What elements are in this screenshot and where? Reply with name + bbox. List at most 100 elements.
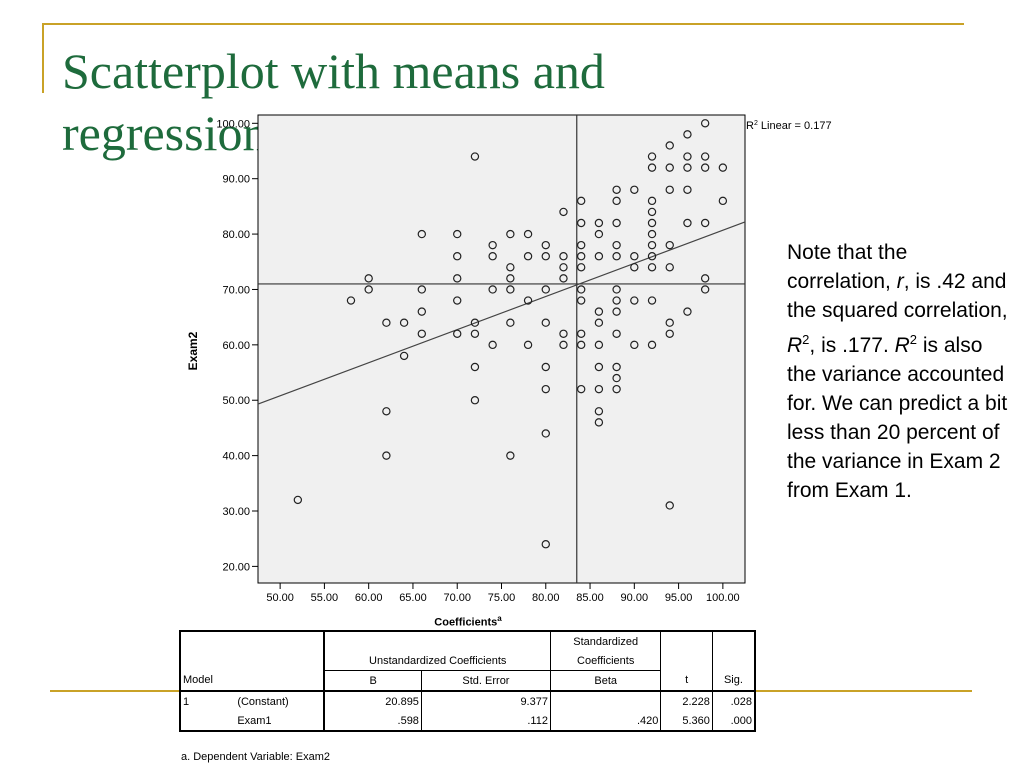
x-tick-label: 50.00 bbox=[266, 592, 294, 604]
coefficients-caption-text: Coefficients bbox=[434, 616, 498, 629]
data-point bbox=[523, 252, 533, 261]
note-r-symbol: r bbox=[896, 270, 904, 293]
data-point bbox=[559, 263, 568, 272]
data-point bbox=[576, 285, 586, 294]
data-point bbox=[647, 196, 657, 206]
y-tick-label: 100.00 bbox=[216, 118, 250, 130]
data-point bbox=[453, 329, 462, 338]
note-part-4: is also the variance accounted for. We c… bbox=[787, 334, 1008, 502]
data-point bbox=[453, 274, 462, 283]
cell-model: 1 bbox=[178, 691, 236, 711]
data-point bbox=[665, 318, 674, 327]
x-axis: 50.00 55.00 60.00 65.00 70.00 75.00 80.00 85.00… bbox=[266, 583, 740, 604]
data-point bbox=[541, 429, 550, 438]
data-point bbox=[647, 163, 657, 172]
table-footnote: a. Dependent Variable: Exam2 bbox=[181, 751, 330, 763]
data-point bbox=[700, 274, 710, 283]
header-model: Model bbox=[178, 670, 236, 692]
data-point bbox=[576, 252, 586, 261]
data-point bbox=[488, 240, 497, 250]
data-point bbox=[364, 274, 373, 283]
cell-t: 5.360 bbox=[660, 711, 713, 732]
data-point bbox=[417, 285, 427, 294]
data-point bbox=[683, 307, 692, 316]
x-tick-label: 60.00 bbox=[355, 592, 383, 604]
y-axis: 20.00 30.00 40.00 50.00 60.00 70.00 80.00 90.00… bbox=[216, 118, 258, 573]
data-point bbox=[683, 163, 692, 172]
data-point bbox=[700, 119, 710, 128]
data-point bbox=[612, 373, 621, 383]
header-standardized: Standardized bbox=[549, 630, 661, 651]
data-point bbox=[647, 152, 657, 161]
header-cell-empty bbox=[323, 630, 551, 651]
frame-left-line bbox=[42, 23, 44, 93]
cell-model bbox=[178, 711, 236, 732]
data-point bbox=[594, 318, 604, 327]
header-cell-empty bbox=[235, 630, 325, 651]
data-point bbox=[612, 185, 621, 194]
data-point bbox=[594, 340, 604, 350]
data-point bbox=[612, 218, 621, 228]
data-point bbox=[399, 318, 409, 327]
data-point bbox=[683, 185, 692, 194]
data-point bbox=[683, 218, 692, 228]
data-point bbox=[700, 152, 710, 161]
cell-beta: .420 bbox=[549, 711, 661, 732]
data-point bbox=[647, 252, 657, 261]
data-point bbox=[630, 252, 639, 261]
data-point bbox=[541, 252, 550, 261]
cell-std-error: 9.377 bbox=[420, 691, 551, 711]
data-point bbox=[559, 274, 568, 283]
data-point bbox=[612, 196, 621, 206]
data-point bbox=[417, 229, 427, 239]
data-point bbox=[523, 296, 533, 305]
header-beta: Beta bbox=[549, 670, 661, 692]
data-point bbox=[630, 263, 639, 272]
x-tick-label: 55.00 bbox=[311, 592, 339, 604]
table-row: Exam1 .598 .112 .420 5.360 .000 bbox=[178, 711, 756, 732]
table-row: 1 (Constant) 20.895 9.377 2.228 .028 bbox=[178, 691, 756, 711]
data-points bbox=[293, 119, 728, 549]
header-cell-empty bbox=[178, 651, 236, 671]
y-tick-label: 60.00 bbox=[222, 340, 250, 352]
data-point bbox=[700, 285, 710, 294]
data-point bbox=[506, 274, 515, 283]
data-point bbox=[630, 340, 639, 350]
data-point bbox=[576, 296, 586, 305]
data-point bbox=[506, 263, 515, 272]
data-point bbox=[594, 384, 604, 394]
data-point bbox=[364, 285, 373, 294]
r-squared-annotation: R2 Linear = 0.177 bbox=[746, 120, 832, 132]
data-point bbox=[576, 384, 586, 394]
note-R-symbol: R bbox=[787, 334, 803, 357]
data-point bbox=[453, 252, 462, 261]
note-text: Note that the correlation, r, is .42 and… bbox=[787, 238, 1015, 505]
x-tick-label: 75.00 bbox=[488, 592, 516, 604]
cell-sig: .028 bbox=[711, 691, 756, 711]
cell-b: .598 bbox=[323, 711, 422, 732]
data-point bbox=[683, 152, 692, 161]
y-tick-label: 80.00 bbox=[222, 229, 250, 241]
data-point bbox=[470, 329, 480, 338]
y-tick-label: 40.00 bbox=[222, 451, 250, 463]
plot-area bbox=[257, 114, 746, 584]
x-tick-label: 100.00 bbox=[706, 592, 740, 604]
data-point bbox=[647, 296, 657, 305]
data-point bbox=[647, 218, 657, 228]
header-cell-empty bbox=[711, 630, 756, 651]
data-point bbox=[506, 318, 515, 327]
table-header-row-3: Model B Std. Error Beta t Sig. bbox=[178, 670, 756, 692]
x-tick-label: 95.00 bbox=[665, 592, 693, 604]
data-point bbox=[488, 252, 497, 261]
header-cell-empty bbox=[660, 651, 713, 671]
data-point bbox=[506, 285, 515, 294]
regression-line bbox=[257, 221, 746, 405]
header-unstandardized: Unstandardized Coefficients bbox=[323, 651, 551, 671]
coefficients-caption: Coefficientsa bbox=[180, 614, 756, 629]
data-point bbox=[506, 451, 515, 460]
data-point bbox=[630, 185, 639, 194]
data-point bbox=[559, 329, 568, 338]
data-point bbox=[470, 362, 480, 372]
regression-fit-line bbox=[257, 221, 746, 405]
r-squared-value: Linear = 0.177 bbox=[758, 120, 832, 132]
